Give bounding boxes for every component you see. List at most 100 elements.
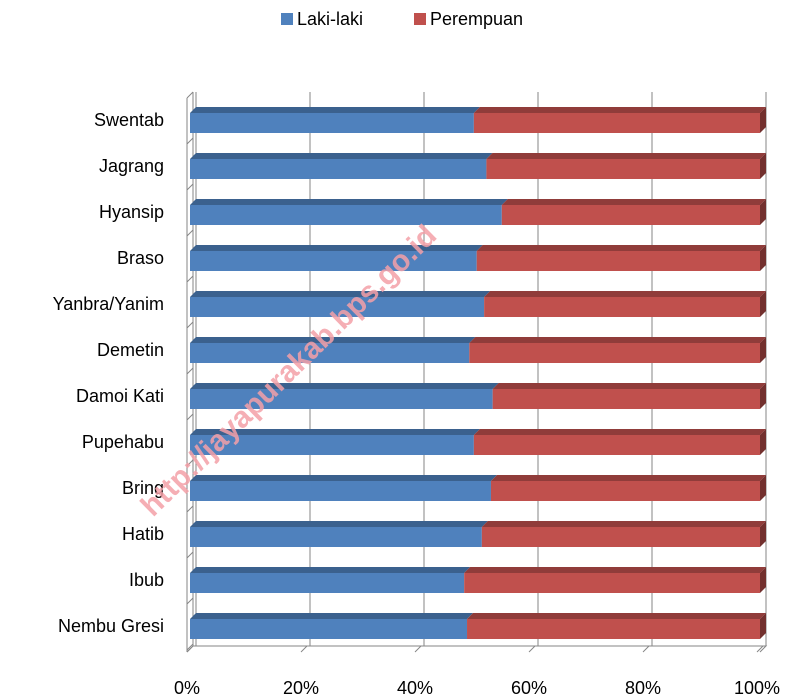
- bar: [490, 481, 760, 501]
- y-tick: [186, 505, 194, 513]
- y-tick: [186, 137, 194, 145]
- bar-top: [190, 199, 508, 205]
- bar: [190, 297, 485, 317]
- bar-top: [467, 613, 766, 619]
- y-tick-label: Demetin: [97, 340, 164, 360]
- x-tick: [528, 645, 536, 653]
- bar-side: [760, 567, 766, 593]
- bar-top: [484, 291, 766, 297]
- bar-top: [464, 567, 766, 573]
- y-tick: [186, 459, 194, 467]
- bar: [190, 435, 474, 455]
- bar-top: [501, 199, 766, 205]
- y-tick: [186, 413, 194, 421]
- bar-top: [190, 613, 474, 619]
- y-tick: [186, 597, 194, 605]
- bar: [473, 435, 760, 455]
- bar-top: [190, 153, 493, 159]
- bar-top: [473, 429, 766, 435]
- bar-top: [481, 521, 766, 527]
- bar: [190, 619, 468, 639]
- bar-side: [760, 245, 766, 271]
- y-tick-label: Yanbra/Yanim: [53, 294, 164, 314]
- y-tick-label: Hatib: [122, 524, 164, 544]
- y-tick: [186, 551, 194, 559]
- bar: [476, 251, 760, 271]
- bar: [190, 251, 477, 271]
- bar-side: [760, 383, 766, 409]
- bar: [190, 205, 502, 225]
- bar-side: [760, 613, 766, 639]
- bar-top: [476, 245, 766, 251]
- bar: [464, 573, 760, 593]
- x-tick: [414, 645, 422, 653]
- y-tick: [186, 229, 194, 237]
- bar-side: [760, 107, 766, 133]
- x-tick-label: 60%: [511, 678, 547, 698]
- bar-top: [190, 107, 480, 113]
- bar-top: [190, 245, 483, 251]
- legend-swatch: [281, 13, 293, 25]
- y-tick-label: Jagrang: [99, 156, 164, 176]
- bar-side: [760, 153, 766, 179]
- bar-side: [760, 199, 766, 225]
- bar: [467, 619, 760, 639]
- x-tick-label: 40%: [397, 678, 433, 698]
- bar-top: [473, 107, 766, 113]
- bar: [190, 573, 465, 593]
- bar: [190, 343, 470, 363]
- y-tick-label: Hyansip: [99, 202, 164, 222]
- bar: [190, 389, 493, 409]
- bar-top: [190, 567, 471, 573]
- bar-side: [760, 521, 766, 547]
- bar-top: [190, 475, 497, 481]
- bar-side: [760, 337, 766, 363]
- y-tick-label: Pupehabu: [82, 432, 164, 452]
- bar-top: [190, 291, 491, 297]
- x-tick-label: 80%: [625, 678, 661, 698]
- bar-top: [469, 337, 766, 343]
- bar: [473, 113, 760, 133]
- bar-side: [760, 429, 766, 455]
- y-tick: [186, 321, 194, 329]
- bar-top: [190, 521, 488, 527]
- x-tick-label: 0%: [174, 678, 200, 698]
- bar-top: [190, 383, 499, 389]
- bar: [190, 481, 491, 501]
- bar-side: [760, 475, 766, 501]
- y-tick: [186, 91, 194, 99]
- legend-swatch: [414, 13, 426, 25]
- y-tick-label: Braso: [117, 248, 164, 268]
- x-tick: [300, 645, 308, 653]
- legend-label: Laki-laki: [297, 9, 363, 29]
- bar: [190, 113, 474, 133]
- y-tick: [186, 367, 194, 375]
- bar-side: [760, 291, 766, 317]
- bar: [501, 205, 760, 225]
- bar: [492, 389, 760, 409]
- bar-top: [190, 429, 480, 435]
- x-tick-label: 100%: [734, 678, 780, 698]
- bar-top: [492, 383, 766, 389]
- y-tick-label: Bring: [122, 478, 164, 498]
- floor: [186, 645, 768, 653]
- y-tick: [186, 643, 194, 651]
- x-tick: [642, 645, 650, 653]
- y-tick-label: Nembu Gresi: [58, 616, 164, 636]
- legend-label: Perempuan: [430, 9, 523, 29]
- y-tick-label: Ibub: [129, 570, 164, 590]
- bar-top: [486, 153, 766, 159]
- bar: [190, 527, 482, 547]
- bar-top: [490, 475, 766, 481]
- x-tick: [756, 645, 764, 653]
- y-tick-label: Damoi Kati: [76, 386, 164, 406]
- bar: [484, 297, 760, 317]
- y-tick: [186, 275, 194, 283]
- x-tick: [186, 645, 194, 653]
- bar: [190, 159, 487, 179]
- bar: [486, 159, 760, 179]
- y-tick-label: Swentab: [94, 110, 164, 130]
- bar-top: [190, 337, 476, 343]
- bar: [481, 527, 760, 547]
